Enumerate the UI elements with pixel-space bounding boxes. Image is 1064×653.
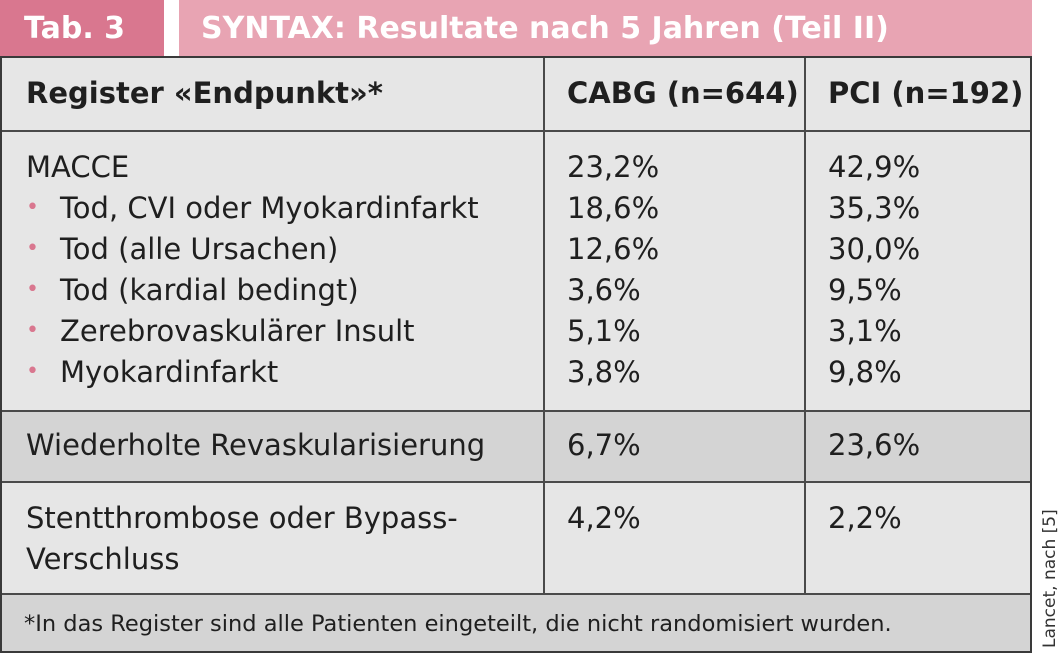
results-table: Register «Endpunkt»* CABG (n=644) PCI (n… (0, 56, 1032, 653)
stent-label-line1: Stentthrombose oder Bypass- (26, 501, 458, 535)
item-label: Tod (kardial bedingt) (60, 273, 359, 307)
item-pci: 35,3% (828, 191, 921, 225)
item-label: Zerebrovaskulärer Insult (60, 314, 415, 348)
item-cabg: 3,8% (567, 355, 641, 389)
item-cabg: 3,6% (567, 273, 641, 307)
item-label: Tod (alle Ursachen) (60, 232, 339, 266)
stent-pci: 2,2% (828, 501, 902, 535)
macce-label: MACCE (26, 150, 130, 184)
macce-row: MACCE 23,2% 42,9% • Tod, CVI oder Myokar… (2, 132, 1030, 412)
table-title: SYNTAX: Resultate nach 5 Jahren (Teil II… (179, 0, 1032, 56)
stent-label-line2: Verschluss (26, 542, 180, 576)
bullet-icon: • (26, 318, 39, 343)
list-item: • Zerebrovaskulärer Insult (26, 310, 415, 352)
bullet-icon: • (26, 359, 39, 384)
header-pci: PCI (n=192) (828, 76, 1024, 110)
macce-pci: 42,9% (828, 150, 921, 184)
footnote: *In das Register sind alle Patienten ein… (24, 611, 892, 637)
item-cabg: 18,6% (567, 191, 660, 225)
stent-row: Stentthrombose oder Bypass- Verschluss 4… (2, 483, 1030, 595)
list-item: • Tod (alle Ursachen) (26, 228, 338, 270)
list-item: • Tod, CVI oder Myokardinfarkt (26, 187, 479, 229)
item-cabg: 5,1% (567, 314, 641, 348)
bullet-icon: • (26, 195, 39, 220)
list-item: • Tod (kardial bedingt) (26, 269, 359, 311)
header-row: Register «Endpunkt»* CABG (n=644) PCI (n… (2, 58, 1030, 132)
revasc-pci: 23,6% (828, 428, 921, 462)
header-cabg: CABG (n=644) (567, 76, 799, 110)
source-credit: Lancet, nach [5] (1040, 509, 1060, 648)
revasc-label: Wiederholte Revaskularisierung (26, 428, 486, 462)
item-pci: 30,0% (828, 232, 921, 266)
item-label: Myokardinfarkt (60, 355, 279, 389)
table-number-label: Tab. 3 (0, 0, 164, 56)
revasc-row: Wiederholte Revaskularisierung 6,7% 23,6… (2, 412, 1030, 483)
stent-cabg: 4,2% (567, 501, 641, 535)
list-item: • Myokardinfarkt (26, 351, 278, 393)
item-pci: 9,5% (828, 273, 902, 307)
macce-cabg: 23,2% (567, 150, 660, 184)
header-endpoint: Register «Endpunkt»* (26, 76, 383, 110)
item-label: Tod, CVI oder Myokardinfarkt (60, 191, 479, 225)
item-cabg: 12,6% (567, 232, 660, 266)
item-pci: 3,1% (828, 314, 902, 348)
item-pci: 9,8% (828, 355, 902, 389)
bullet-icon: • (26, 277, 39, 302)
bullet-icon: • (26, 236, 39, 261)
footnote-row: *In das Register sind alle Patienten ein… (2, 595, 1030, 651)
revasc-cabg: 6,7% (567, 428, 641, 462)
